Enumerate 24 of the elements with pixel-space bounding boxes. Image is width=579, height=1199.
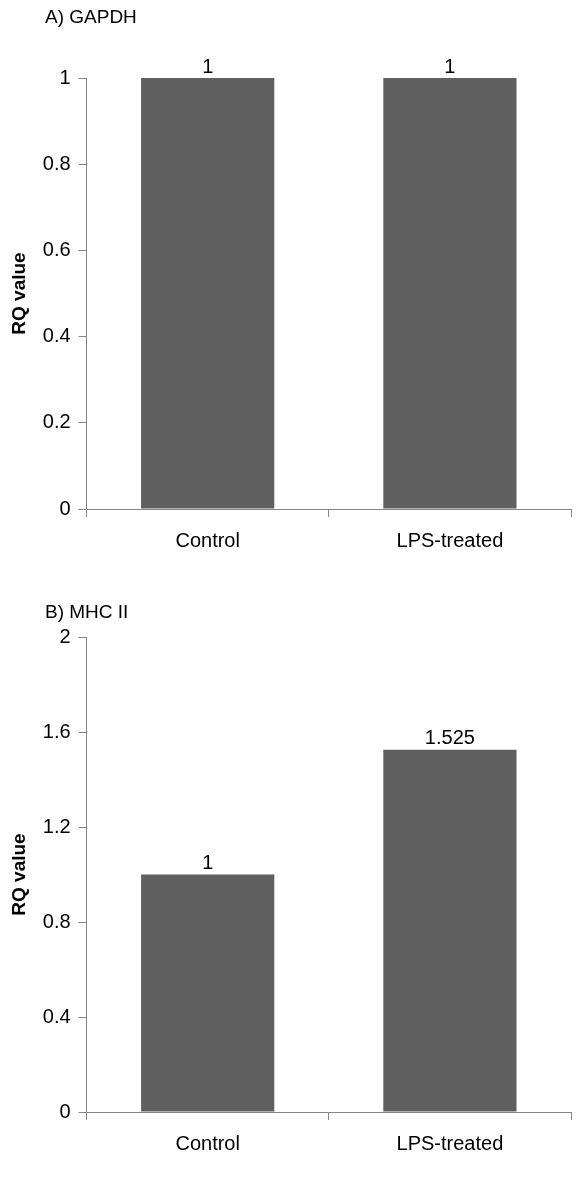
- x-tick-label: Control: [175, 528, 240, 551]
- y-tick-label: 0: [59, 496, 71, 519]
- x-tick-label: LPS-treated: [396, 1131, 504, 1154]
- y-tick-label: 1.6: [42, 719, 71, 742]
- data-label: 1.525: [424, 726, 475, 749]
- y-tick-label: 0.8: [42, 151, 71, 174]
- x-tick-label: Control: [175, 1131, 240, 1154]
- data-label: 1: [202, 851, 214, 874]
- y-tick-label: 0: [59, 1099, 71, 1122]
- chart-title: A) GAPDH: [45, 6, 137, 28]
- y-axis-title: RQ value: [7, 833, 29, 916]
- y-tick-label: 0.6: [42, 237, 71, 260]
- y-axis-title: RQ value: [7, 252, 29, 335]
- data-label: 1: [444, 54, 456, 77]
- data-label: 1: [202, 54, 214, 77]
- y-tick-label: 1: [59, 65, 71, 88]
- y-tick-label: 0.8: [42, 909, 71, 932]
- y-tick-label: 1.2: [42, 814, 71, 837]
- y-tick-label: 0.4: [42, 1004, 71, 1027]
- x-tick-label: LPS-treated: [396, 528, 504, 551]
- y-tick-label: 0.2: [42, 410, 71, 433]
- y-tick-label: 0.4: [42, 324, 71, 347]
- y-tick-label: 2: [59, 624, 71, 647]
- chart-title: B) MHC II: [45, 601, 129, 623]
